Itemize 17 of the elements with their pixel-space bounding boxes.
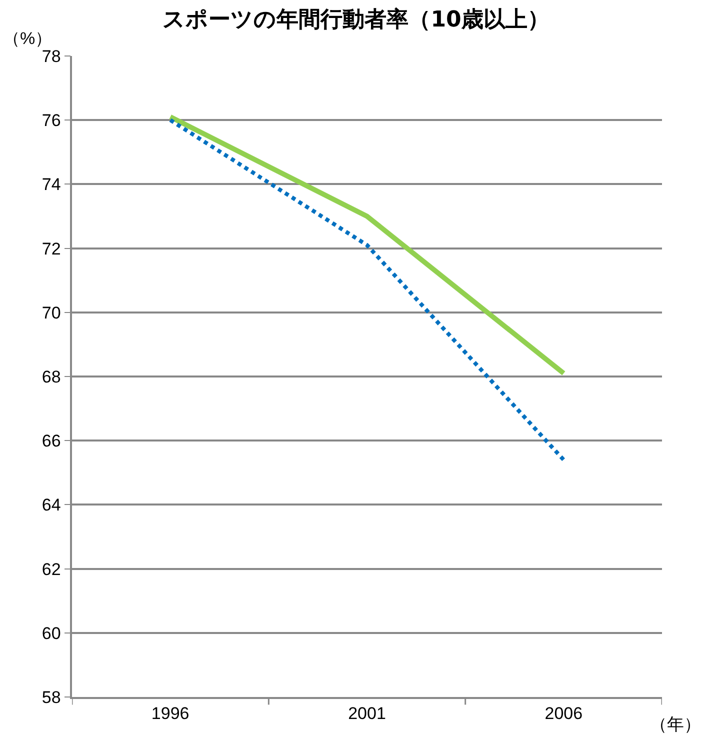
- y-tick-label: 78: [42, 46, 61, 66]
- y-tick-label: 66: [42, 432, 61, 451]
- y-tick-label: 70: [42, 303, 61, 322]
- x-tick-label: 2001: [348, 704, 386, 724]
- y-tick-label: 72: [42, 239, 61, 258]
- y-tick-label: 60: [42, 624, 61, 643]
- y-tick-label: 68: [42, 367, 61, 386]
- x-tick-label: 1996: [151, 704, 190, 724]
- chart-title: スポーツの年間行動者率（10歳以上）: [162, 6, 550, 33]
- y-tick-label: 62: [42, 560, 61, 579]
- y-axis-title: （%）: [3, 29, 52, 48]
- y-tick-label: 58: [42, 688, 61, 707]
- y-tick-label: 74: [42, 175, 61, 194]
- y-tick-label: 64: [42, 496, 61, 515]
- x-axis-title: （年）: [650, 715, 701, 734]
- x-tick-label: 2006: [544, 704, 583, 724]
- y-tick-label: 76: [42, 111, 61, 130]
